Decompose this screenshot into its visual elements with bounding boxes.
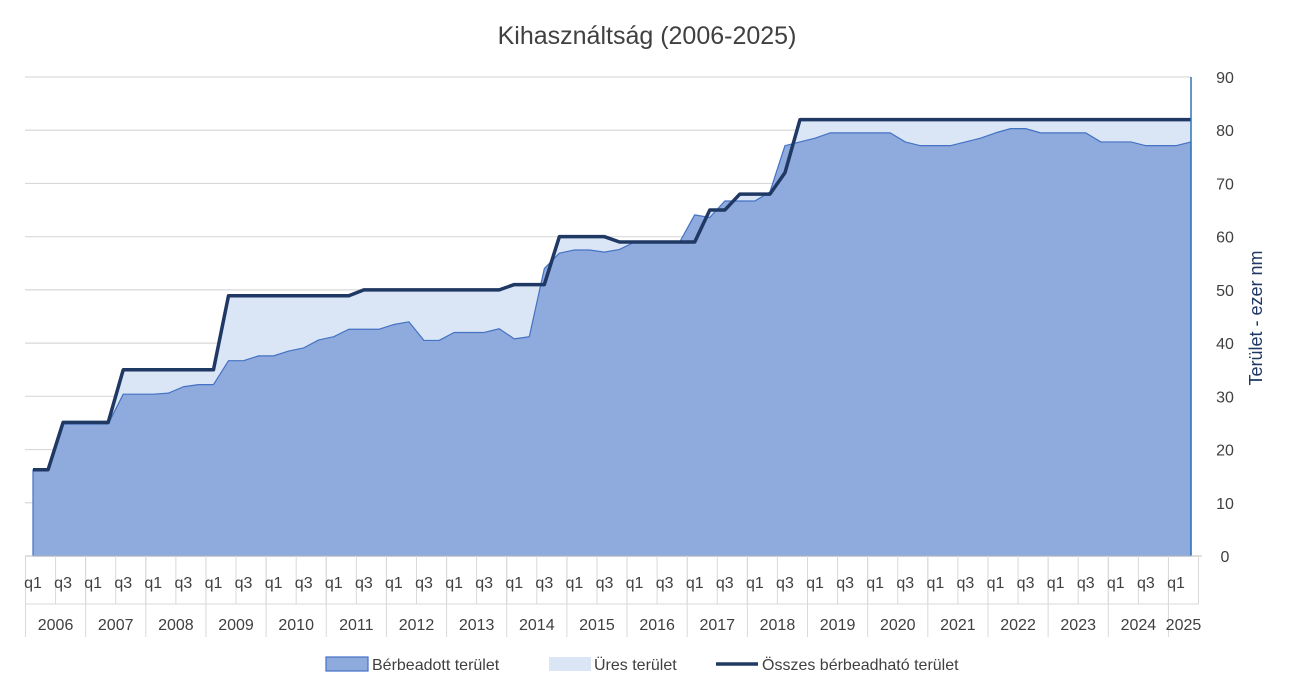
- x-tick-label-year: 2025: [1166, 617, 1202, 634]
- x-tick-label-quarter: q3: [475, 575, 493, 592]
- x-tick-label-quarter: q3: [1077, 575, 1095, 592]
- x-tick-label-year: 2010: [278, 617, 314, 634]
- x-tick-label-year: 2012: [399, 617, 435, 634]
- x-tick-label-quarter: q3: [535, 575, 553, 592]
- x-tick-label-quarter: q1: [987, 575, 1005, 592]
- y-tick-label: 80: [1216, 123, 1234, 140]
- y-tick-label: 0: [1221, 549, 1230, 566]
- x-tick-label-quarter: q3: [836, 575, 854, 592]
- x-tick-label-quarter: q1: [806, 575, 824, 592]
- x-tick-label-year: 2014: [519, 617, 555, 634]
- x-tick-label-quarter: q1: [1167, 575, 1185, 592]
- x-tick-label-quarter: q1: [746, 575, 764, 592]
- legend-label-ures-terulet: Üres terület: [594, 656, 677, 674]
- x-tick-label-quarter: q3: [174, 575, 192, 592]
- series-berbeadott-terulet-area: [32, 128, 1192, 557]
- x-tick-label-quarter: q3: [415, 575, 433, 592]
- x-tick-label-quarter: q3: [1137, 575, 1155, 592]
- y-tick-label: 10: [1216, 496, 1234, 513]
- x-tick-label-year: 2008: [158, 617, 194, 634]
- x-tick-label-quarter: q1: [926, 575, 944, 592]
- x-tick-label-quarter: q3: [656, 575, 674, 592]
- x-tick-label-quarter: q1: [84, 575, 102, 592]
- axes: [25, 77, 1202, 557]
- x-tick-label-year: 2011: [339, 617, 374, 634]
- x-tick-label-year: 2007: [98, 617, 134, 634]
- x-tick-label-year: 2006: [38, 617, 74, 634]
- y-tick-label: 70: [1216, 176, 1234, 193]
- x-tick-label-quarter: q3: [235, 575, 253, 592]
- y-tick-label: 90: [1216, 70, 1234, 87]
- x-tick-labels: q1 q3 q1 q3 q1 q3 q1 q3 q1 q3 q1 q3 q1 q3 q1 q3 q1 q3 q1 q3…: [24, 556, 1201, 637]
- x-tick-label-quarter: q1: [265, 575, 283, 592]
- x-tick-label-quarter: q1: [566, 575, 584, 592]
- x-tick-label-quarter: q1: [686, 575, 704, 592]
- legend-item-ures-terulet: Üres terület: [549, 656, 677, 674]
- x-tick-label-quarter: q3: [896, 575, 914, 592]
- x-tick-label-quarter: q1: [1047, 575, 1065, 592]
- x-tick-label-quarter: q1: [866, 575, 884, 592]
- x-tick-label-quarter: q3: [355, 575, 373, 592]
- x-tick-label-year: 2018: [760, 617, 796, 634]
- y-tick-label: 30: [1216, 389, 1234, 406]
- x-tick-label-year: 2015: [579, 617, 615, 634]
- x-tick-label-quarter: q3: [1017, 575, 1035, 592]
- x-tick-label-year: 2024: [1121, 617, 1157, 634]
- legend-item-berbeadott-terulet: Bérbeadott terület: [325, 656, 500, 674]
- legend-label-osszes-berbeadhato-terulet: Összes bérbeadható terület: [762, 656, 959, 674]
- x-tick-label-year: 2023: [1060, 617, 1096, 634]
- x-tick-label-year: 2021: [940, 617, 976, 634]
- x-tick-label-quarter: q1: [205, 575, 223, 592]
- x-tick-label-quarter: q3: [776, 575, 794, 592]
- x-tick-label-quarter: q1: [505, 575, 523, 592]
- legend-swatch-ures-terulet: [549, 657, 591, 671]
- x-tick-label-quarter: q3: [295, 575, 313, 592]
- x-tick-label-year: 2009: [218, 617, 254, 634]
- x-tick-label-quarter: q1: [626, 575, 644, 592]
- plot-areas: [32, 117, 1192, 557]
- x-tick-label-quarter: q1: [325, 575, 343, 592]
- x-tick-label-quarter: q1: [1107, 575, 1125, 592]
- legend-label-berbeadott-terulet: Bérbeadott terület: [372, 657, 500, 674]
- y-tick-label: 60: [1216, 230, 1234, 247]
- y-tick-label: 50: [1216, 283, 1234, 300]
- y-tick-label: 20: [1216, 443, 1234, 460]
- legend-item-osszes-berbeadhato-terulet: Összes bérbeadható terület: [716, 656, 959, 674]
- x-tick-label-quarter: q1: [385, 575, 403, 592]
- x-tick-label-quarter: q3: [54, 575, 72, 592]
- x-tick-label-quarter: q3: [114, 575, 132, 592]
- x-tick-label-quarter: q3: [957, 575, 975, 592]
- x-tick-label-year: 2022: [1000, 617, 1036, 634]
- y-tick-label: 40: [1216, 336, 1234, 353]
- x-tick-label-quarter: q3: [716, 575, 734, 592]
- x-tick-label-quarter: q3: [596, 575, 614, 592]
- legend: Bérbeadott terület Üres terület Összes b…: [325, 656, 959, 674]
- legend-swatch-berbeadott-terulet: [325, 656, 369, 672]
- chart-title: Kihasználtság (2006-2025): [498, 22, 797, 50]
- x-tick-label-year: 2016: [639, 617, 675, 634]
- x-tick-label-quarter: q1: [144, 575, 162, 592]
- series-osszes-berbeadhato-terulet-line: [33, 117, 1191, 472]
- x-tick-label-quarter: q1: [24, 575, 42, 592]
- x-tick-label-year: 2019: [820, 617, 856, 634]
- y-tick-labels: 0 10 20 30 40 50 60 70 80 90: [1216, 70, 1234, 566]
- y-axis-title: Terület - ezer nm: [1246, 250, 1266, 385]
- x-tick-label-year: 2020: [880, 617, 916, 634]
- x-tick-label-year: 2013: [459, 617, 495, 634]
- x-tick-label-year: 2017: [699, 617, 735, 634]
- x-tick-label-quarter: q1: [445, 575, 463, 592]
